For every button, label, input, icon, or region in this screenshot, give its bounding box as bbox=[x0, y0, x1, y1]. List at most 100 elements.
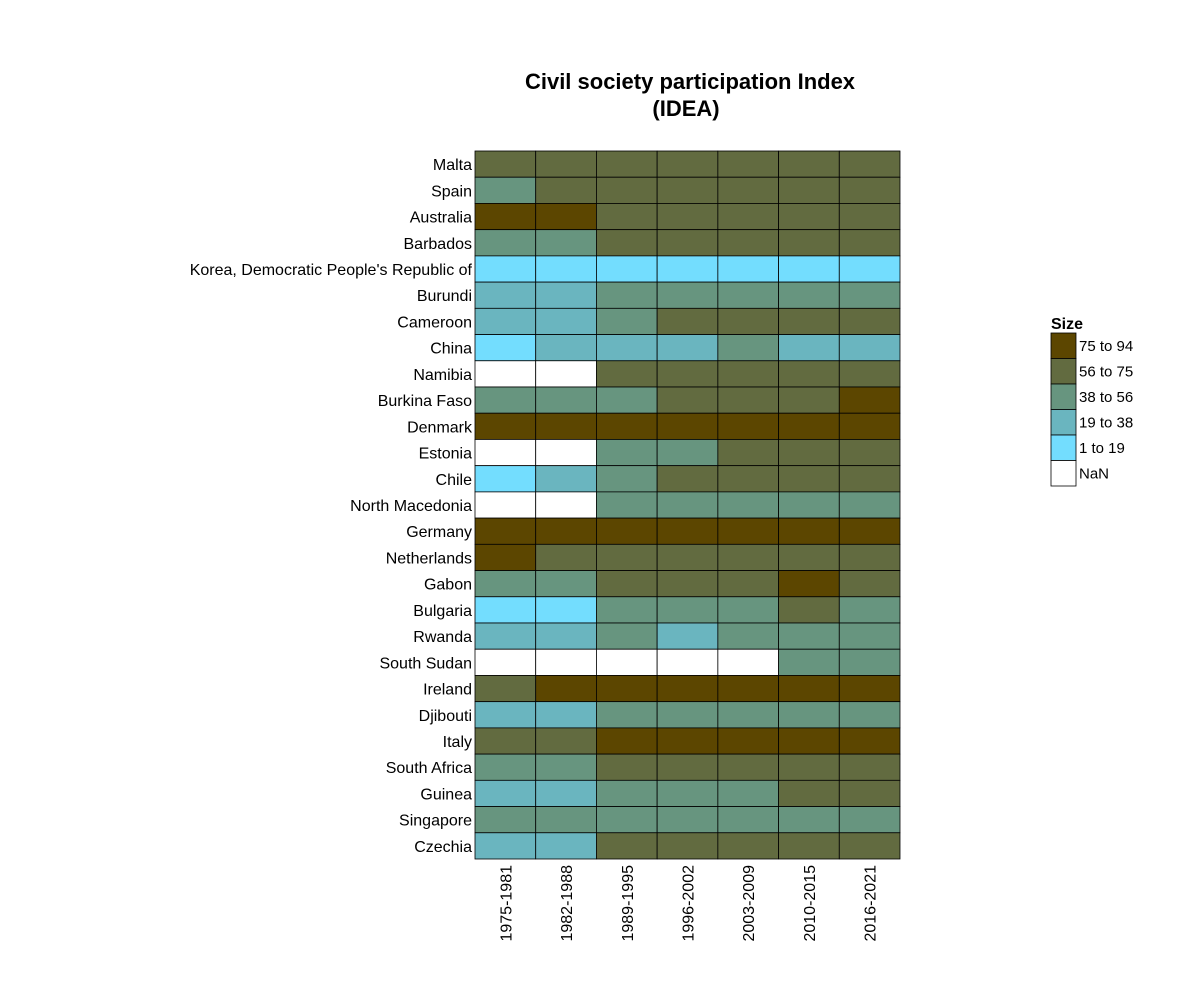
heatmap-cell bbox=[717, 701, 779, 729]
heatmap-cell bbox=[535, 675, 597, 703]
heatmap-cell bbox=[535, 596, 597, 624]
heatmap-cell bbox=[778, 806, 840, 834]
y-tick-label: Malta bbox=[433, 157, 472, 174]
heatmap-cell bbox=[535, 622, 597, 650]
y-tick-label: Gabon bbox=[424, 577, 472, 594]
heatmap-cell bbox=[838, 491, 901, 519]
heatmap-cell bbox=[474, 307, 537, 335]
heatmap-cell bbox=[474, 386, 537, 414]
heatmap-cell bbox=[596, 386, 658, 414]
heatmap-cell bbox=[838, 779, 901, 807]
heatmap-cell bbox=[596, 203, 658, 231]
heatmap-cell bbox=[474, 806, 537, 834]
heatmap-cell bbox=[474, 229, 537, 257]
heatmap-cell bbox=[778, 412, 840, 440]
heatmap-cell bbox=[474, 281, 537, 309]
y-tick-label: Burkina Faso bbox=[378, 393, 472, 410]
heatmap-cell bbox=[596, 622, 658, 650]
heatmap-cell bbox=[535, 307, 597, 335]
heatmap-cell bbox=[535, 648, 597, 676]
heatmap-cell bbox=[474, 727, 537, 755]
heatmap-cell bbox=[838, 701, 901, 729]
heatmap-cell bbox=[778, 386, 840, 414]
heatmap-cell bbox=[656, 543, 719, 571]
heatmap-cell bbox=[656, 229, 719, 257]
heatmap-cell bbox=[778, 701, 840, 729]
heatmap-cell bbox=[656, 203, 719, 231]
heatmap-cell bbox=[596, 465, 658, 493]
y-tick-label: Estonia bbox=[419, 446, 472, 463]
heatmap-cell bbox=[596, 570, 658, 598]
legend-swatch bbox=[1050, 460, 1077, 487]
heatmap-cell bbox=[535, 176, 597, 204]
heatmap-cell bbox=[656, 360, 719, 388]
heatmap-cell bbox=[656, 491, 719, 519]
heatmap-cell bbox=[596, 832, 658, 860]
heatmap-cell bbox=[778, 517, 840, 545]
heatmap-cell bbox=[474, 648, 537, 676]
heatmap-cell bbox=[535, 753, 597, 781]
heatmap-cell bbox=[778, 596, 840, 624]
heatmap-cell bbox=[656, 570, 719, 598]
heatmap-cell bbox=[778, 675, 840, 703]
y-axis-labels: Malta Spain Australia Barbados Korea, Democr… bbox=[190, 157, 473, 856]
y-tick-label: Germany bbox=[406, 524, 472, 541]
heatmap-cell bbox=[717, 622, 779, 650]
heatmap-cell bbox=[535, 465, 597, 493]
heatmap-cell bbox=[838, 176, 901, 204]
y-tick-label: Denmark bbox=[407, 419, 473, 436]
heatmap-cell bbox=[717, 229, 779, 257]
heatmap-cell bbox=[656, 622, 719, 650]
heatmap-cell bbox=[596, 806, 658, 834]
y-tick-label: Korea, Democratic People's Republic of bbox=[190, 262, 473, 279]
heatmap-cell bbox=[838, 307, 901, 335]
heatmap-cell bbox=[596, 439, 658, 467]
heatmap-cell bbox=[838, 412, 901, 440]
legend-swatch bbox=[1050, 383, 1077, 410]
y-tick-label: Ireland bbox=[423, 682, 472, 699]
chart-title-line-1: Civil society participation Index bbox=[525, 69, 856, 94]
heatmap-cell bbox=[838, 753, 901, 781]
heatmap-cell bbox=[474, 203, 537, 231]
y-tick-label: Cameroon bbox=[397, 314, 472, 331]
heatmap-cell bbox=[656, 150, 719, 178]
heatmap-cell bbox=[474, 675, 537, 703]
heatmap-cell bbox=[778, 648, 840, 676]
heatmap-cell bbox=[596, 543, 658, 571]
y-tick-label: Chile bbox=[436, 472, 473, 489]
heatmap-cell bbox=[717, 334, 779, 362]
heatmap-cell bbox=[778, 360, 840, 388]
heatmap-cell bbox=[717, 806, 779, 834]
heatmap-cell bbox=[535, 150, 597, 178]
heatmap-cell bbox=[838, 806, 901, 834]
heatmap-cell bbox=[717, 255, 779, 283]
heatmap-cell bbox=[535, 727, 597, 755]
y-tick-label: South Africa bbox=[386, 760, 472, 777]
heatmap-cell bbox=[717, 648, 779, 676]
heatmap-cell bbox=[474, 176, 537, 204]
heatmap-cell bbox=[474, 465, 537, 493]
y-tick-label: Burundi bbox=[417, 288, 472, 305]
heatmap-cell bbox=[656, 727, 719, 755]
heatmap-cell bbox=[596, 517, 658, 545]
heatmap-cell bbox=[778, 491, 840, 519]
heatmap-cell bbox=[596, 596, 658, 624]
heatmap-cell bbox=[717, 832, 779, 860]
heatmap-cell bbox=[838, 727, 901, 755]
x-tick-label: 1996-2002 bbox=[681, 865, 698, 942]
heatmap-cell bbox=[838, 832, 901, 860]
heatmap-cell bbox=[656, 517, 719, 545]
heatmap-cell bbox=[656, 281, 719, 309]
heatmap-cell bbox=[535, 570, 597, 598]
heatmap-cell bbox=[778, 229, 840, 257]
heatmap-cell bbox=[778, 439, 840, 467]
heatmap-cell bbox=[596, 176, 658, 204]
heatmap-cell bbox=[778, 150, 840, 178]
heatmap-cell bbox=[778, 281, 840, 309]
heatmap-cell bbox=[535, 334, 597, 362]
legend-swatch bbox=[1050, 332, 1077, 359]
heatmap-cell bbox=[535, 701, 597, 729]
y-tick-label: Djibouti bbox=[419, 708, 472, 725]
x-tick-label: 1989-1995 bbox=[620, 865, 637, 942]
